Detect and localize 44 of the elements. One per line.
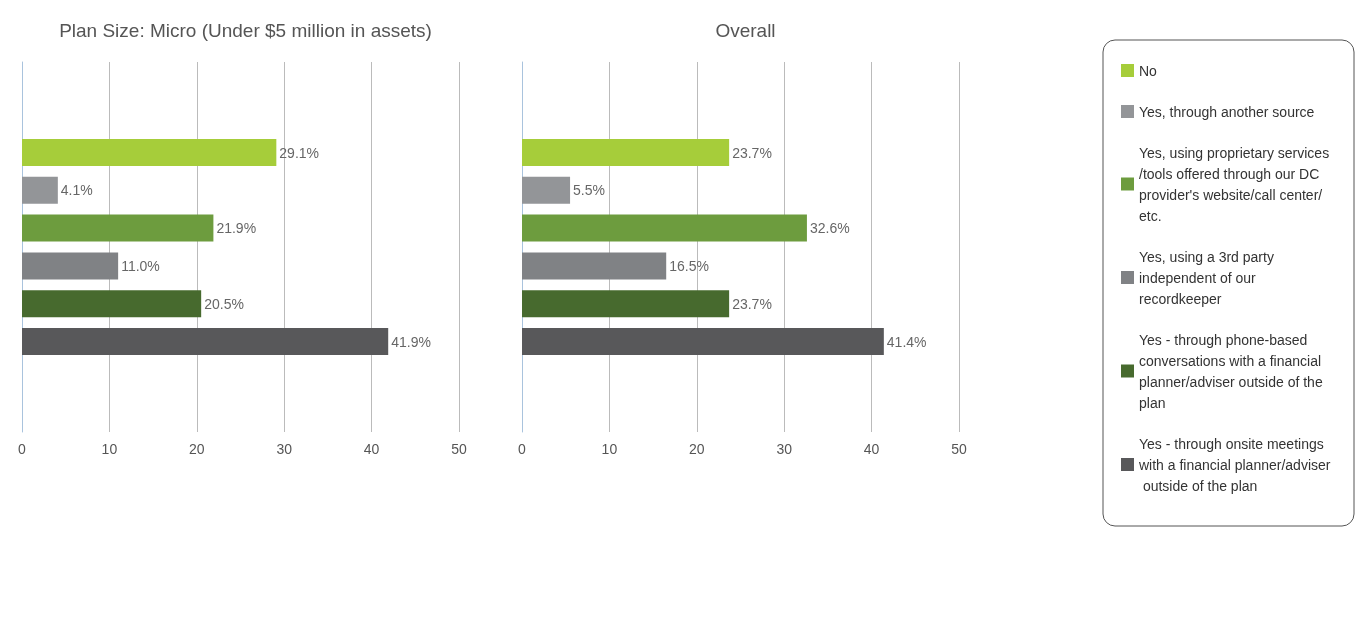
data-label: 4.1% (60, 182, 93, 199)
x-tick-label: 10 (601, 441, 618, 457)
data-label: 32.6% (809, 220, 850, 237)
chart-title: Overall (715, 20, 776, 41)
data-label: 41.4% (886, 333, 927, 350)
x-tick-label: 30 (276, 441, 293, 457)
bar (22, 214, 214, 242)
legend-label: Yes - through onsite meetings with a financial planner/adviser outside of the plan (1138, 435, 1331, 494)
legend-label: Yes, through another source (1139, 103, 1315, 120)
data-label: 11.0% (121, 257, 160, 274)
x-tick-label: 0 (18, 441, 27, 457)
data-label: 23.7% (732, 144, 772, 161)
data-label: 16.5% (669, 257, 709, 274)
data-label: 23.7% (732, 295, 772, 312)
x-tick-label: 10 (101, 441, 118, 457)
legend-label: No (1139, 62, 1158, 79)
bar (522, 176, 571, 204)
x-tick-label: 50 (951, 441, 967, 457)
bar (22, 328, 389, 355)
x-tick-label: 0 (518, 441, 527, 457)
legend-label: Yes, using a 3rd party independent of our recordkeeper (1139, 248, 1278, 307)
bar (522, 139, 730, 166)
data-label: 29.1% (279, 144, 320, 161)
chart-title: Plan Size: Micro (Under $5 million in assets) (59, 20, 432, 41)
bar (22, 176, 58, 204)
bar (522, 290, 730, 318)
x-tick-label: 30 (776, 441, 793, 457)
legend-label: Yes - through phone-based conversations with a financial planner/adviser outside of the plan (1139, 331, 1327, 411)
x-tick-label: 40 (363, 441, 380, 457)
bar (522, 214, 807, 242)
bar (22, 252, 119, 280)
x-tick-label: 50 (451, 441, 467, 457)
x-tick-label: 40 (863, 441, 880, 457)
legend-label: Yes, using proprietary services/tools offered through our DC provider's website/call center/etc. (1139, 144, 1330, 224)
bar (522, 252, 667, 280)
x-tick-label: 20 (689, 441, 705, 457)
x-tick-label: 20 (189, 441, 205, 457)
data-label: 41.9% (391, 333, 431, 350)
bar (22, 290, 202, 318)
bar (22, 139, 277, 166)
data-label: 21.9% (216, 220, 257, 237)
data-label: 5.5% (573, 182, 605, 199)
bar (522, 328, 884, 355)
data-label: 20.5% (204, 295, 244, 312)
